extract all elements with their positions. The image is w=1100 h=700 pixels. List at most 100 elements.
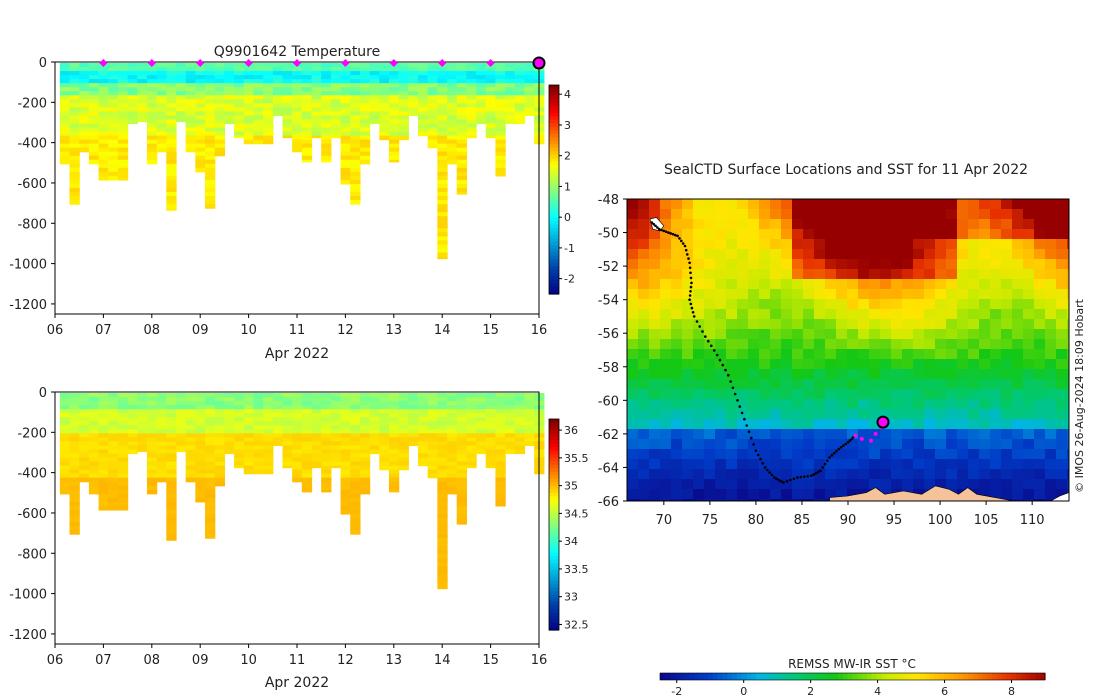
sst-cell [1045,349,1057,360]
section-cell [253,421,264,426]
y-tick-label: -800 [17,217,47,232]
section-cell [146,103,158,108]
sst-cell [891,449,903,460]
section-cell [69,522,80,527]
sst-colorbar: -2 0 2 4 6 8 [659,672,1046,698]
section-cell [350,127,361,133]
sst-cell [1012,279,1024,290]
section-cell [476,71,487,76]
section-cell [388,481,400,487]
sst-cell [902,279,914,290]
section-cell [282,79,293,84]
section-cell [437,481,448,487]
section-cell [437,409,448,414]
sst-cell [693,279,705,290]
section-cell [418,405,429,410]
sst-cell [814,259,826,270]
section-cell [156,473,167,479]
section-cell [79,83,90,88]
section-cell [292,453,303,459]
section-cell [224,99,235,104]
section-cell [108,449,119,455]
section-cell [514,409,526,414]
section-cell [447,433,458,438]
section-cell [69,433,80,438]
section-cell [311,437,322,442]
colorbar-segment [876,673,882,680]
sst-cell [726,329,738,340]
colorbar-segment [549,85,559,90]
sst-cell [715,439,727,450]
sst-cell [748,459,760,470]
section-cell [301,95,313,100]
sst-cell [913,199,925,210]
sst-cell [671,459,683,470]
section-cell [311,119,322,125]
section-cell [272,87,284,92]
section-cell [282,127,293,133]
section-cell [456,115,467,121]
sst-cell [803,389,815,400]
sst-cell [759,409,771,420]
sst-cell [792,379,804,390]
section-cell [456,79,467,84]
sst-cell [737,439,749,450]
section-cell [321,151,332,157]
colorbar-segment [770,673,777,680]
section-cell [321,159,332,163]
sst-cell [781,469,793,480]
sst-cell [748,349,760,360]
section-cell [166,509,177,515]
x-tick-label: 15 [482,323,499,338]
section-cell [350,79,361,84]
section-cell [69,497,80,503]
section-cell [243,401,255,406]
sst-cell [770,289,782,300]
section-cell [59,111,71,117]
sst-cell [693,369,705,380]
section-cell [350,473,361,479]
sst-cell [682,199,694,210]
section-cell [340,437,351,442]
section-cell [427,135,438,141]
section-cell [195,405,206,410]
sst-cell [748,389,760,400]
sst-cell [1001,409,1013,420]
sst-cell [957,249,969,260]
sst-cell [649,369,661,380]
section-cell [495,75,506,80]
sst-cell [792,449,804,460]
colorbar-segment [549,231,559,236]
colorbar-tick-label: 1 [564,180,571,193]
sst-cell [759,489,771,500]
section-cell [301,107,313,112]
sst-cell [759,359,771,370]
section-cell [379,103,390,108]
section-cell [447,453,458,459]
sst-cell [627,379,639,390]
section-cell [485,71,497,76]
sst-cell [660,229,672,240]
section-cell [88,477,100,483]
section-cell [205,179,216,185]
sst-cell [638,229,650,240]
section-cell [127,445,138,451]
section-cell [88,413,100,418]
section-cell [214,139,225,145]
section-cell [359,87,371,92]
section-cell [340,409,351,414]
section-cell [195,159,206,165]
section-cell [311,457,322,463]
y-tick-label: -1000 [9,588,47,603]
section-cell [243,131,255,137]
colorbar-segment [727,673,733,680]
section-cell [301,75,313,80]
sst-cell [1012,309,1024,320]
section-cell [166,530,177,535]
sst-cell [1001,379,1013,390]
section-cell [59,103,71,108]
section-cell [69,135,80,141]
sst-cell [1045,359,1057,370]
colorbar-tick-label: 35 [564,480,578,493]
section-cell [117,151,129,157]
